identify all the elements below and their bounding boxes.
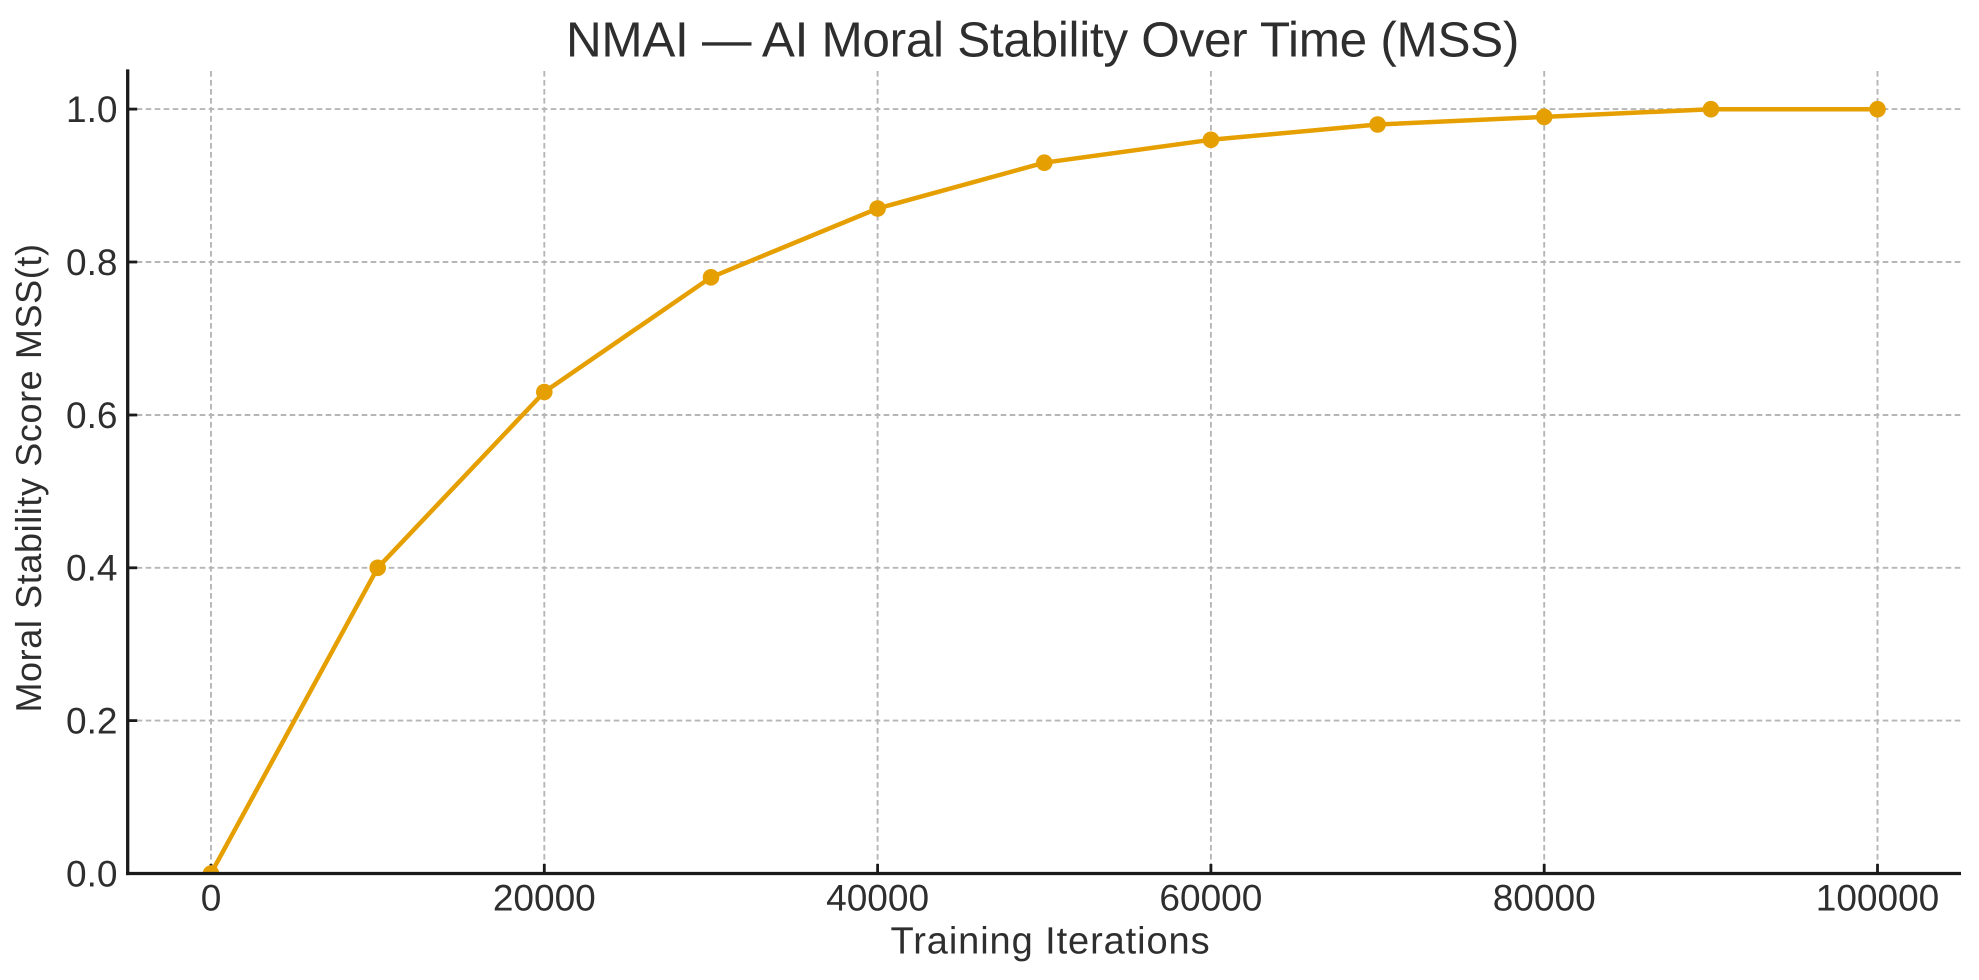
- svg-text:1.0: 1.0: [66, 88, 117, 130]
- svg-text:80000: 80000: [1493, 877, 1596, 919]
- svg-text:20000: 20000: [493, 877, 596, 919]
- svg-text:0.8: 0.8: [66, 241, 117, 283]
- svg-text:0.4: 0.4: [66, 547, 117, 589]
- svg-text:60000: 60000: [1159, 877, 1262, 919]
- svg-text:100000: 100000: [1816, 877, 1940, 919]
- svg-text:Training Iterations: Training Iterations: [891, 921, 1211, 963]
- svg-text:0: 0: [201, 877, 222, 919]
- svg-text:40000: 40000: [826, 877, 929, 919]
- svg-text:NMAI — AI Moral Stability Over: NMAI — AI Moral Stability Over Time (MSS…: [566, 13, 1519, 68]
- svg-text:0.2: 0.2: [66, 700, 117, 742]
- svg-text:Moral Stability Score MSS(t): Moral Stability Score MSS(t): [8, 243, 49, 712]
- svg-text:0.6: 0.6: [66, 394, 117, 436]
- svg-text:0.0: 0.0: [66, 852, 117, 894]
